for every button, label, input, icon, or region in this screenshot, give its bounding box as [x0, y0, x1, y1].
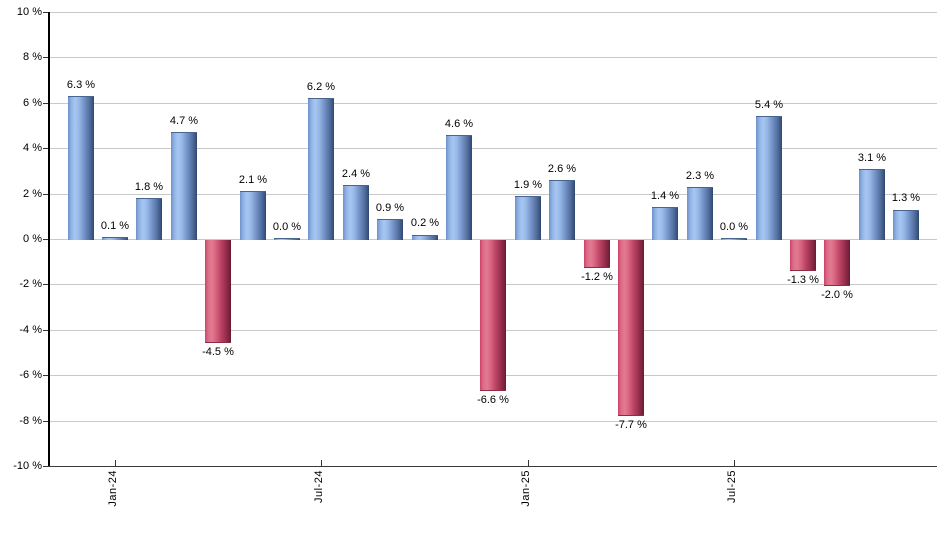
y-axis-tick [43, 466, 49, 467]
bar-value-label: 1.3 % [891, 192, 921, 204]
bar-value-label: 5.4 % [754, 99, 784, 111]
bar-value-label: 0.1 % [100, 220, 130, 232]
x-axis-tick-label: Jan-24 [107, 470, 119, 507]
gridline [50, 421, 937, 422]
bar-positive [136, 198, 162, 240]
bar-value-label: 0.0 % [719, 221, 749, 233]
x-axis-tick-label: Jul-24 [313, 470, 325, 503]
y-axis-tick [43, 330, 49, 331]
bar-value-label: 4.7 % [169, 115, 199, 127]
bar-positive [377, 218, 403, 240]
bar-value-label: -6.6 % [477, 394, 509, 406]
x-axis-tick [321, 460, 322, 466]
bar-value-label: -7.7 % [615, 419, 647, 431]
gridline [50, 57, 937, 58]
bar-positive [756, 116, 782, 240]
y-axis-tick [43, 12, 49, 13]
x-axis-tick [734, 460, 735, 466]
bar-value-label: 2.3 % [685, 170, 715, 182]
bar-value-label: 6.2 % [306, 81, 336, 93]
x-axis-tick [115, 460, 116, 466]
bar-positive [893, 209, 919, 240]
bar-value-label: 1.8 % [134, 181, 164, 193]
bar-positive [515, 195, 541, 240]
gridline [50, 12, 937, 13]
bar-value-label: -2.0 % [821, 289, 853, 301]
x-axis-line [48, 466, 937, 467]
y-axis-tick-label: 10 % [16, 6, 42, 18]
bar-positive [446, 134, 472, 240]
bar-value-label: -4.5 % [202, 346, 234, 358]
y-axis-tick-label: -10 % [13, 460, 42, 472]
bar-value-label: -1.3 % [787, 274, 819, 286]
gridline [50, 239, 937, 240]
y-axis-tick-label: -4 % [19, 324, 42, 336]
bar-value-label: 6.3 % [66, 79, 96, 91]
bar-value-label: 0.2 % [410, 217, 440, 229]
bar-positive [412, 234, 438, 240]
bar-value-label: 2.1 % [238, 174, 268, 186]
y-axis-tick [43, 421, 49, 422]
y-axis-tick-label: -6 % [19, 369, 42, 381]
y-axis-tick-label: 8 % [23, 51, 42, 63]
y-axis-tick-label: 0 % [23, 233, 42, 245]
bar-positive [240, 191, 266, 240]
y-axis-line [48, 12, 50, 466]
bar-value-label: 0.0 % [272, 221, 302, 233]
y-axis-tick-label: 4 % [23, 142, 42, 154]
gridline [50, 148, 937, 149]
y-axis-tick [43, 375, 49, 376]
bar-positive [102, 236, 128, 240]
bar-value-label: 1.4 % [650, 190, 680, 202]
bar-positive [68, 96, 94, 240]
y-axis-tick [43, 57, 49, 58]
y-axis-tick [43, 239, 49, 240]
bar-negative [205, 240, 231, 344]
bar-value-label: 2.6 % [547, 163, 577, 175]
bar-positive [343, 184, 369, 240]
x-axis-tick-label: Jul-25 [726, 470, 738, 503]
bar-positive [652, 207, 678, 240]
y-axis-tick-label: 6 % [23, 97, 42, 109]
bar-value-label: 0.9 % [375, 202, 405, 214]
bar-value-label: 3.1 % [857, 152, 887, 164]
x-axis-tick-label: Jan-25 [520, 470, 532, 507]
y-axis-tick-label: 2 % [23, 188, 42, 200]
bar-positive [549, 180, 575, 240]
y-axis-tick [43, 284, 49, 285]
bar-positive [721, 237, 747, 240]
bar-negative [790, 240, 816, 271]
bar-positive [274, 237, 300, 240]
bar-negative [480, 240, 506, 391]
bar-value-label: 4.6 % [444, 118, 474, 130]
bar-positive [308, 98, 334, 240]
x-axis-tick [528, 460, 529, 466]
bar-negative [824, 240, 850, 287]
bar-negative [618, 240, 644, 416]
bar-positive [687, 186, 713, 240]
bar-value-label: -1.2 % [581, 271, 613, 283]
bar-negative [584, 240, 610, 269]
y-axis-tick [43, 194, 49, 195]
gridline [50, 103, 937, 104]
gridline [50, 194, 937, 195]
y-axis-tick-label: -2 % [19, 278, 42, 290]
bar-positive [171, 132, 197, 240]
y-axis-tick [43, 103, 49, 104]
bar-value-label: 2.4 % [341, 168, 371, 180]
y-axis-tick [43, 148, 49, 149]
bar-value-label: 1.9 % [513, 179, 543, 191]
y-axis-tick-label: -8 % [19, 415, 42, 427]
bar-positive [859, 168, 885, 240]
